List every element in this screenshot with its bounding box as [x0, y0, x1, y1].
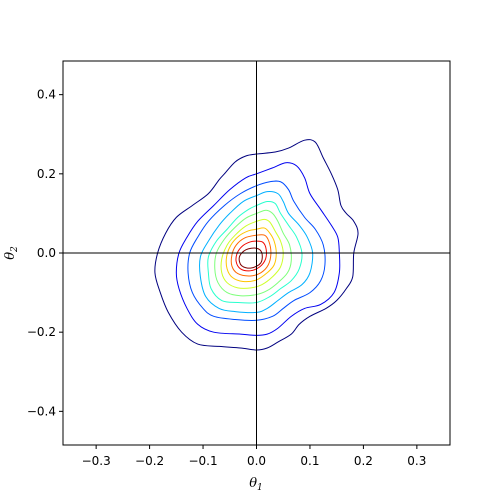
- contour-level-6: [214, 209, 292, 297]
- x-tick-label: −0.2: [135, 454, 164, 468]
- x-tick-label: 0.2: [354, 454, 373, 468]
- x-tick-label: 0.3: [407, 454, 426, 468]
- y-axis-ticks: −0.4 −0.2 0.0 0.2 0.4: [27, 88, 63, 418]
- y-tick-label: −0.4: [27, 404, 56, 418]
- x-tick-label: −0.1: [188, 454, 217, 468]
- contour-level-3: [187, 180, 326, 321]
- y-tick-label: 0.2: [37, 167, 56, 181]
- contour-level-1: [154, 139, 359, 351]
- y-tick-label: −0.2: [27, 325, 56, 339]
- x-axis-label: θ1: [249, 476, 263, 493]
- contour-level-10: [235, 240, 267, 272]
- contour-level-2: [175, 162, 341, 336]
- y-tick-label: 0.4: [37, 88, 56, 102]
- contour-level-11: [238, 247, 263, 269]
- contour-layer: [154, 139, 359, 351]
- y-tick-label: 0.0: [37, 246, 56, 260]
- x-axis-ticks: −0.3 −0.2 −0.1 0.0 0.1 0.2 0.3: [82, 445, 426, 468]
- x-tick-label: 0.1: [300, 454, 319, 468]
- contour-level-8: [225, 227, 277, 283]
- contour-level-5: [207, 200, 303, 304]
- reference-lines: [63, 61, 450, 445]
- x-tick-label: −0.3: [82, 454, 111, 468]
- contour-level-9: [230, 234, 272, 277]
- contour-level-4: [199, 191, 314, 314]
- y-axis-label: θ2: [3, 246, 20, 260]
- x-tick-label: 0.0: [247, 454, 266, 468]
